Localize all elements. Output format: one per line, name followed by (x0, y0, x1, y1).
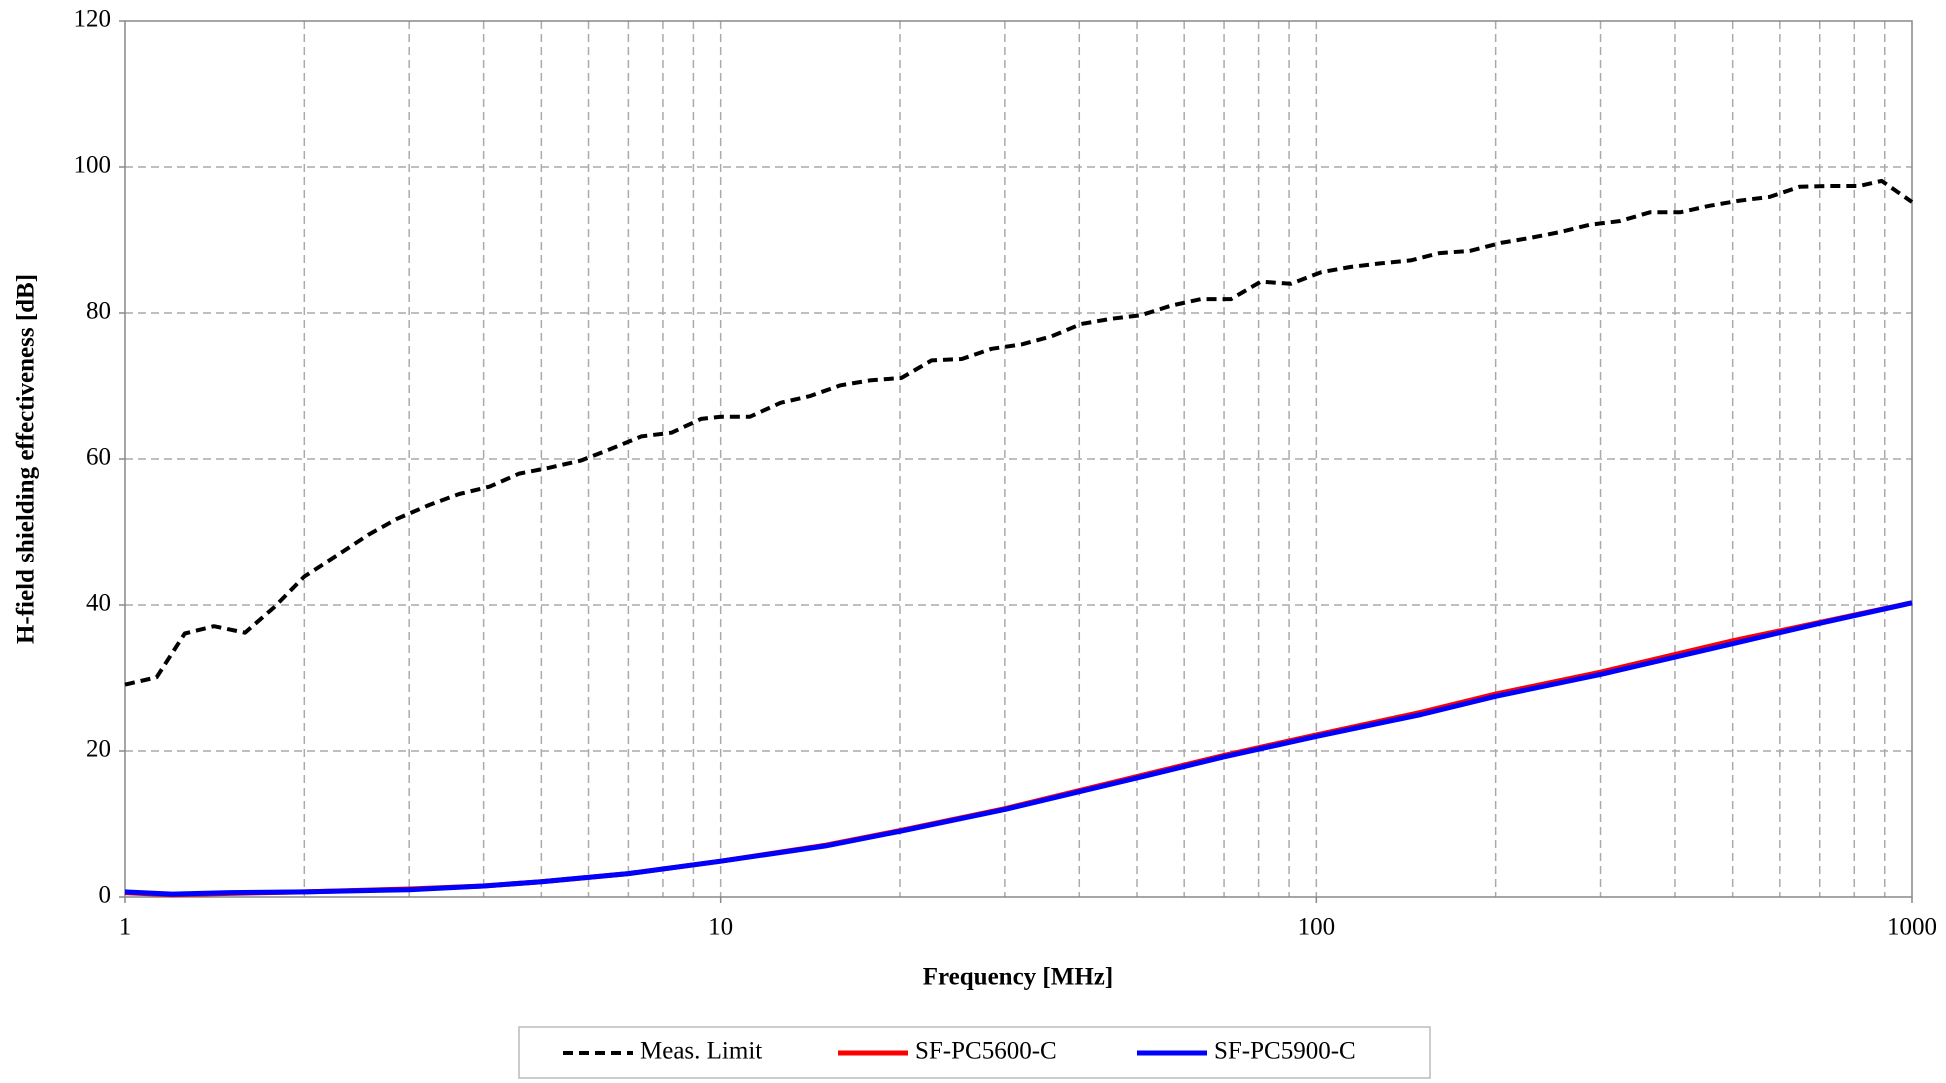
legend: Meas. Limit SF-PC5600-C SF-PC5900-C (563, 1038, 1356, 1065)
legend-label: Meas. Limit (640, 1038, 762, 1065)
legend-box (518, 1026, 1431, 1079)
x-axis-title: Frequency [MHz] (923, 964, 1113, 991)
y-tick-label: 120 (74, 6, 112, 33)
y-tick-label: 60 (86, 444, 111, 471)
series-line (124, 600, 1913, 897)
lines (124, 178, 1914, 898)
x-tick-label: 100 (1298, 914, 1336, 941)
series-line (124, 178, 1914, 687)
x-tick-label: 1 (119, 914, 132, 941)
x-tick-label: 1000 (1887, 914, 1937, 941)
y-axis-title: H-field shielding effectiveness [dB] (13, 274, 40, 644)
plot-frame (124, 20, 1913, 898)
y-tick-label: 80 (86, 298, 111, 325)
y-tick-label: 20 (86, 736, 111, 763)
series-line (124, 600, 1913, 898)
y-tick-label: 0 (99, 882, 112, 909)
legend-label: SF-PC5900-C (1214, 1038, 1356, 1065)
grid (125, 21, 1912, 897)
x-tick-label: 10 (708, 914, 733, 941)
legend-label: SF-PC5600-C (915, 1038, 1057, 1065)
y-tick-label: 100 (74, 152, 112, 179)
y-tick-label: 40 (86, 590, 111, 617)
